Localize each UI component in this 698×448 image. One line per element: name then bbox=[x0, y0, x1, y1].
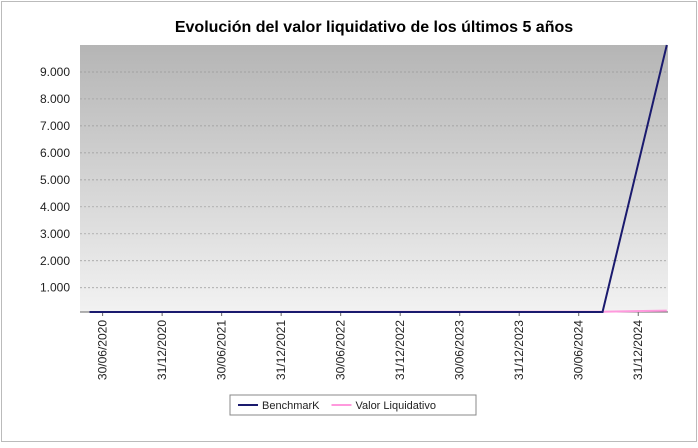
x-tick-label: 31/12/2024 bbox=[631, 320, 645, 380]
y-tick-label: 3.000 bbox=[40, 227, 70, 241]
y-tick-label: 7.000 bbox=[40, 119, 70, 133]
x-tick-label: 30/06/2020 bbox=[96, 320, 110, 380]
x-tick-label: 31/12/2021 bbox=[274, 320, 288, 380]
y-tick-label: 1.000 bbox=[40, 281, 70, 295]
x-tick-label: 31/12/2020 bbox=[155, 320, 169, 380]
x-tick-label: 31/12/2023 bbox=[512, 320, 526, 380]
x-tick-label: 30/06/2023 bbox=[453, 320, 467, 380]
legend-label: Valor Liquidativo bbox=[355, 400, 436, 412]
x-tick-label: 30/06/2024 bbox=[572, 320, 586, 380]
y-tick-label: 5.000 bbox=[40, 173, 70, 187]
y-tick-label: 2.000 bbox=[40, 254, 70, 268]
legend bbox=[229, 394, 477, 416]
y-tick-label: 8.000 bbox=[40, 92, 70, 106]
y-tick-label: 9.000 bbox=[40, 65, 70, 79]
series-line bbox=[89, 44, 668, 313]
y-tick-label: 4.000 bbox=[40, 200, 70, 214]
chart-title: Evolución del valor liquidativo de los ú… bbox=[175, 19, 573, 36]
x-tick-label: 30/06/2022 bbox=[334, 320, 348, 380]
y-tick-label: 6.000 bbox=[40, 146, 70, 160]
legend-label: BenchmarK bbox=[262, 400, 320, 412]
plot-area bbox=[80, 45, 668, 312]
x-tick-label: 31/12/2022 bbox=[393, 320, 407, 380]
x-tick-label: 30/06/2021 bbox=[215, 320, 229, 380]
